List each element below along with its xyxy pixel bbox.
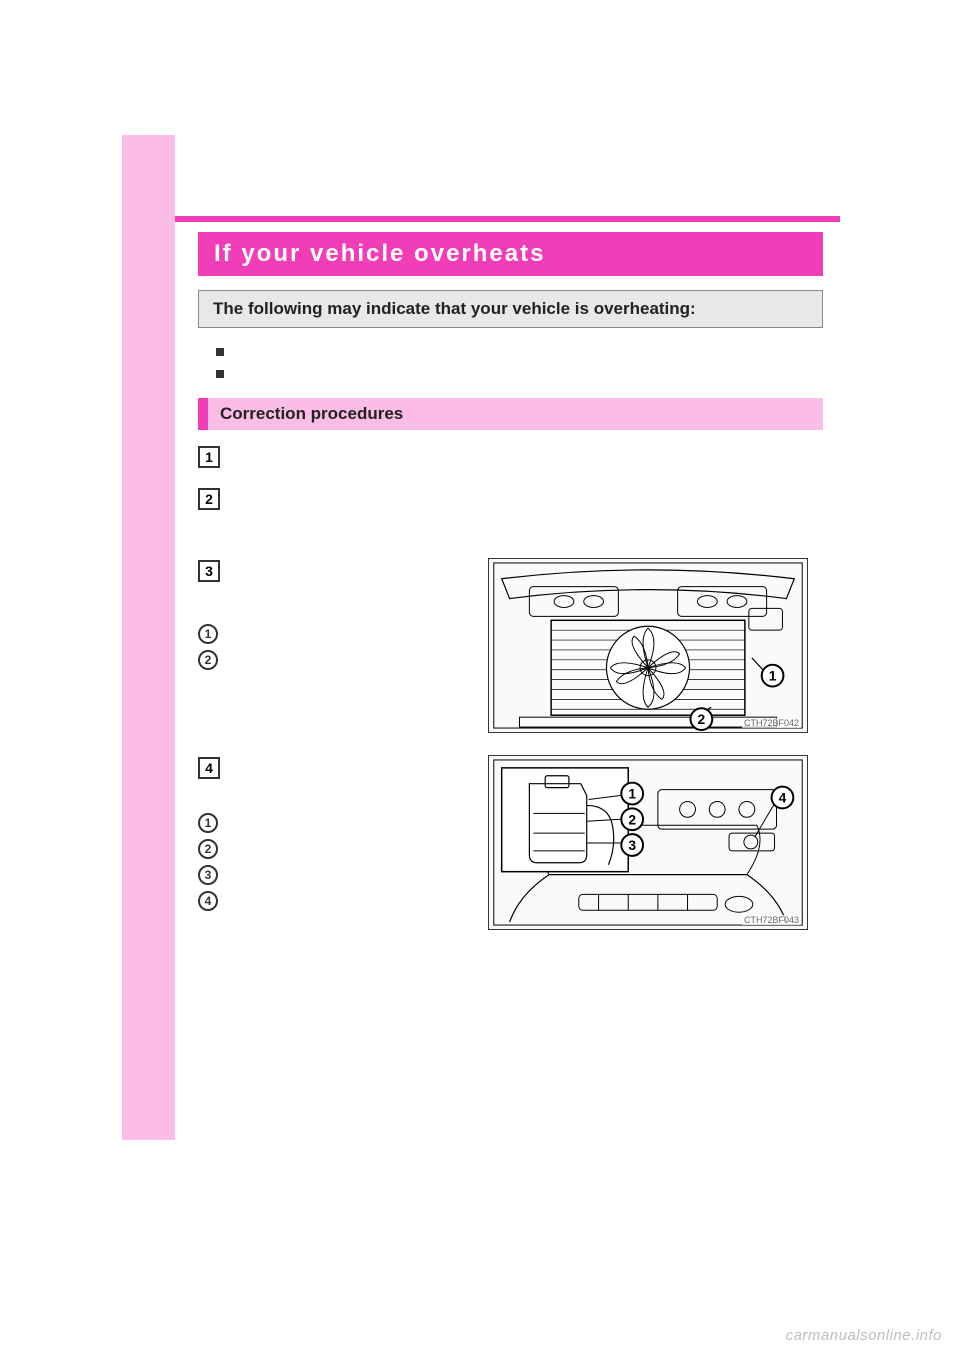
engine-compartment-figure-1: 1 2 CTH72BF042 [488,558,808,733]
step-3-figure: 1 2 CTH72BF042 [488,558,823,733]
svg-text:4: 4 [779,790,787,806]
svg-text:1: 1 [769,668,777,684]
callout-item: 2 [198,648,478,670]
step-number-box: 4 [198,757,220,779]
step-4-left: 4 1 2 3 4 [198,755,478,915]
step-number-box: 1 [198,446,220,468]
callout-number: 1 [198,624,218,644]
overview-bullets [216,342,823,378]
step-number-box: 3 [198,560,220,582]
step-4-figure: 1 2 3 4 CTH72BF043 [488,755,823,930]
step-4: 4 1 2 3 4 [198,755,823,930]
callout-number: 1 [198,813,218,833]
figure-id: CTH72BF042 [742,718,801,728]
manual-page: If your vehicle overheats The following … [0,0,960,1358]
svg-text:2: 2 [698,711,706,727]
section-header: Correction procedures [198,398,823,430]
page-title: If your vehicle overheats [198,232,823,276]
callout-item: 2 [198,837,478,859]
step-3-left: 3 1 2 [198,558,478,674]
callout-item: 1 [198,811,478,833]
svg-text:2: 2 [628,811,636,827]
step-2: 2 [198,486,823,510]
header-rule [175,216,840,222]
bullet-icon [216,348,224,356]
step-3: 3 1 2 [198,558,823,733]
bullet-item [216,342,823,356]
bullet-item [216,364,823,378]
page-content: If your vehicle overheats The following … [198,232,823,952]
bullet-icon [216,370,224,378]
step-number-box: 2 [198,488,220,510]
callout-number: 2 [198,650,218,670]
svg-text:3: 3 [628,837,636,853]
chapter-sidebar [122,135,175,1140]
callout-item: 3 [198,863,478,885]
callout-item: 4 [198,889,478,911]
callout-number: 3 [198,865,218,885]
figure-id: CTH72BF043 [742,915,801,925]
overview-box: The following may indicate that your veh… [198,290,823,328]
watermark: carmanualsonline.info [786,1327,942,1344]
callout-number: 2 [198,839,218,859]
svg-text:1: 1 [628,786,636,802]
callout-number: 4 [198,891,218,911]
callout-item: 1 [198,622,478,644]
engine-compartment-figure-2: 1 2 3 4 CTH72BF043 [488,755,808,930]
step-1: 1 [198,444,823,468]
